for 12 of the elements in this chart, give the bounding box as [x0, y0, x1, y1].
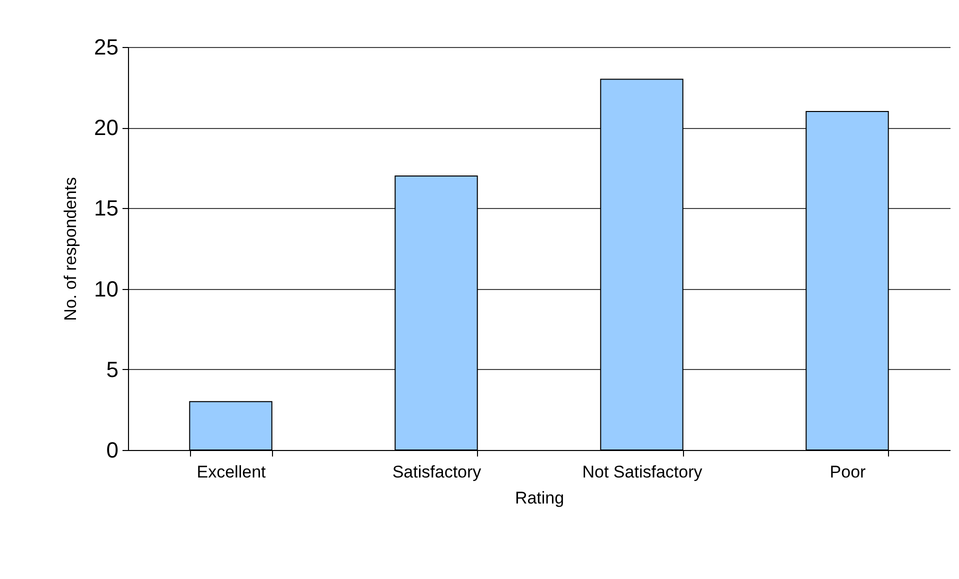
x-tick-label: Not Satisfactory: [582, 462, 703, 482]
x-tick-label: Excellent: [196, 462, 266, 482]
y-tick-label: 10: [94, 276, 118, 302]
y-axis-title: No. of respondents: [61, 177, 80, 321]
x-tick-label: Satisfactory: [392, 462, 482, 482]
y-tick-label: 25: [94, 34, 118, 60]
x-tick-label: Poor: [830, 462, 866, 482]
y-tick-label: 0: [106, 438, 118, 462]
y-tick-label: 15: [94, 196, 118, 221]
y-tick-label: 5: [106, 356, 118, 382]
y-tick-label: 20: [94, 115, 118, 140]
x-axis-title: Rating: [514, 488, 564, 508]
